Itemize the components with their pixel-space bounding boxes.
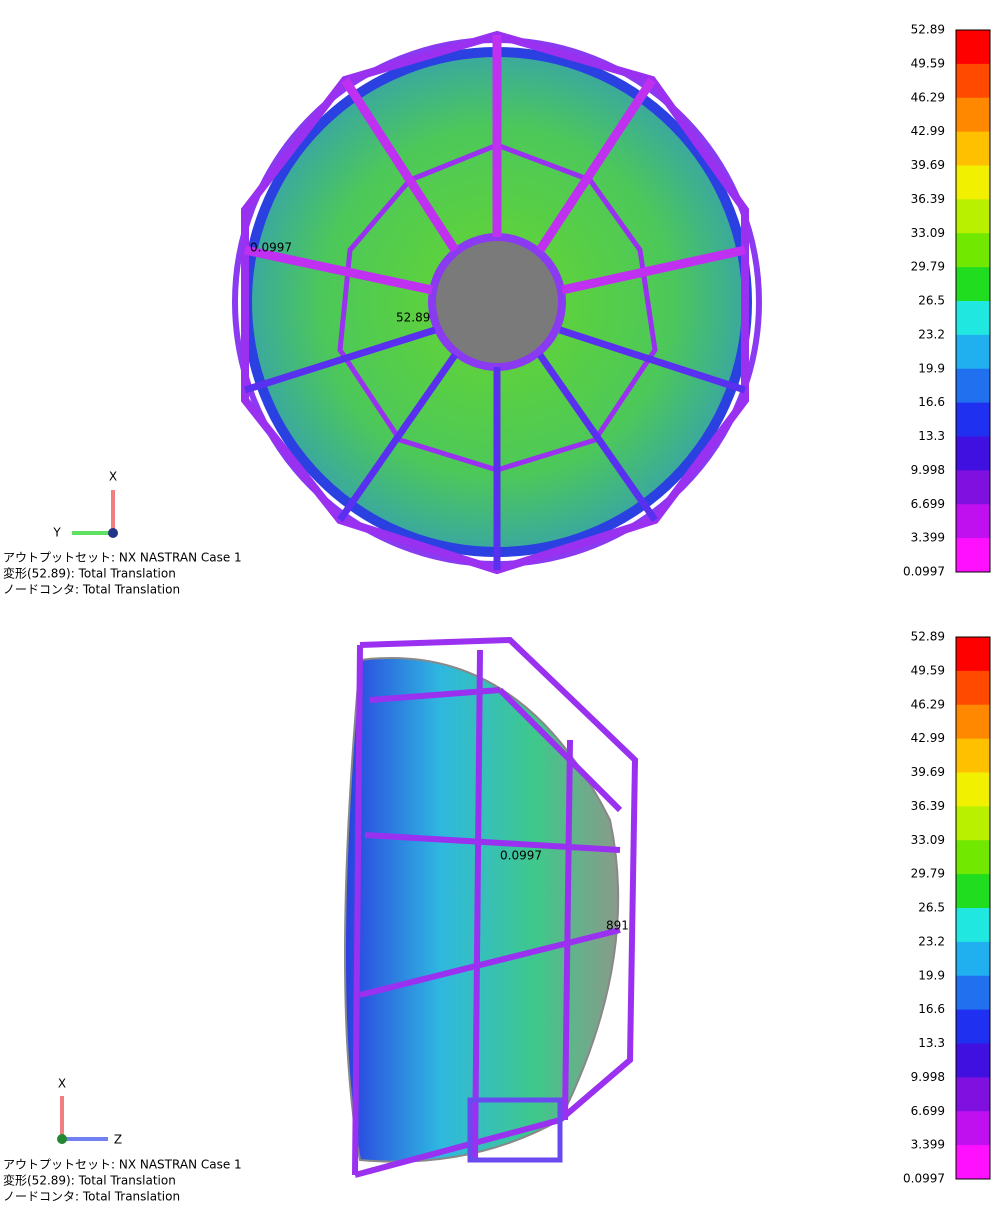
model-side bbox=[344, 636, 639, 1178]
legend-label: 23.2 bbox=[918, 934, 945, 948]
legend-label: 42.99 bbox=[911, 124, 945, 138]
info-line: ノードコンタ: Total Translation bbox=[3, 583, 180, 597]
legend-band bbox=[956, 1043, 990, 1078]
legend-frame bbox=[955, 636, 991, 1180]
legend-band bbox=[956, 908, 990, 943]
info-line: ノードコンタ: Total Translation bbox=[3, 1190, 180, 1204]
legend-band bbox=[956, 165, 990, 200]
axis-label: Z bbox=[114, 1133, 122, 1147]
legend-label: 36.39 bbox=[911, 192, 945, 206]
legend-label: 19.9 bbox=[918, 361, 945, 375]
legend-label: 49.59 bbox=[911, 56, 945, 70]
legend-band bbox=[956, 63, 990, 99]
legend-band bbox=[956, 975, 990, 1011]
axis-triad bbox=[57, 490, 118, 1144]
legend-label: 13.3 bbox=[918, 429, 945, 443]
legend-label: 52.89 bbox=[911, 630, 945, 644]
legend-label: 16.6 bbox=[918, 395, 945, 409]
legend-band bbox=[956, 402, 990, 437]
legend-band bbox=[956, 772, 990, 807]
info-line: アウトプットセット: NX NASTRAN Case 1 bbox=[3, 1158, 242, 1172]
info-line: アウトプットセット: NX NASTRAN Case 1 bbox=[3, 551, 242, 565]
legend-band bbox=[956, 738, 990, 773]
legend-label: 29.79 bbox=[911, 260, 945, 274]
legend-band bbox=[956, 874, 990, 909]
legend-band bbox=[956, 806, 990, 841]
legend-band bbox=[956, 97, 990, 133]
legend-label: 29.79 bbox=[911, 867, 945, 881]
probe-label: 0.0997 bbox=[250, 241, 292, 255]
axis-label: Y bbox=[52, 526, 61, 540]
legend-band bbox=[956, 131, 990, 166]
legend-band bbox=[956, 504, 990, 539]
legend-label: 42.99 bbox=[911, 731, 945, 745]
legend-band bbox=[956, 267, 990, 302]
axis-label: X bbox=[58, 1077, 66, 1091]
legend-band bbox=[956, 1077, 990, 1112]
legend-label: 33.09 bbox=[911, 833, 945, 847]
probe-label: 891 bbox=[606, 919, 629, 933]
legend-band bbox=[956, 670, 990, 706]
probe-label: 52.89 bbox=[396, 311, 430, 325]
legend-band bbox=[956, 538, 990, 573]
legend-label: 16.6 bbox=[918, 1002, 945, 1016]
legend-band bbox=[956, 301, 990, 336]
legend-band bbox=[956, 30, 990, 65]
info-line: 変形(52.89): Total Translation bbox=[3, 1173, 176, 1188]
legend-label: 19.9 bbox=[918, 968, 945, 982]
legend-band bbox=[956, 1111, 990, 1146]
legend-label: 9.998 bbox=[911, 1070, 945, 1084]
legend-label: 3.399 bbox=[911, 531, 945, 545]
legend-label: 46.29 bbox=[911, 697, 945, 711]
legend-label: 23.2 bbox=[918, 327, 945, 341]
legend-label: 26.5 bbox=[918, 901, 945, 915]
model-top bbox=[232, 30, 762, 575]
legend-band bbox=[956, 704, 990, 740]
legend-label: 49.59 bbox=[911, 663, 945, 677]
legend-label: 33.09 bbox=[911, 226, 945, 240]
legend-band bbox=[956, 334, 990, 370]
legend-band bbox=[956, 941, 990, 977]
legend-label: 0.0997 bbox=[903, 565, 945, 579]
legend-band bbox=[956, 233, 990, 268]
legend-band bbox=[956, 470, 990, 505]
legend-label: 26.5 bbox=[918, 294, 945, 308]
probe-label: 0.0997 bbox=[500, 849, 542, 863]
axis-label: X bbox=[109, 470, 117, 484]
legend-band bbox=[956, 840, 990, 875]
legend-label: 36.39 bbox=[911, 799, 945, 813]
legend-label: 39.69 bbox=[911, 765, 945, 779]
legend-band bbox=[956, 1009, 990, 1044]
legend-label: 9.998 bbox=[911, 463, 945, 477]
legend-frame bbox=[955, 29, 991, 573]
legend-label: 46.29 bbox=[911, 90, 945, 104]
legend-label: 13.3 bbox=[918, 1036, 945, 1050]
legend-band bbox=[956, 1145, 990, 1180]
legend-label: 52.89 bbox=[911, 23, 945, 37]
legend-band bbox=[956, 199, 990, 234]
legend-label: 6.699 bbox=[911, 497, 945, 511]
legend-band bbox=[956, 637, 990, 672]
legend-band bbox=[956, 436, 990, 471]
legend-label: 3.399 bbox=[911, 1138, 945, 1152]
legend-label: 0.0997 bbox=[903, 1172, 945, 1186]
legend-band bbox=[956, 368, 990, 404]
legend-label: 6.699 bbox=[911, 1104, 945, 1118]
legend-label: 39.69 bbox=[911, 158, 945, 172]
info-line: 変形(52.89): Total Translation bbox=[3, 566, 176, 581]
